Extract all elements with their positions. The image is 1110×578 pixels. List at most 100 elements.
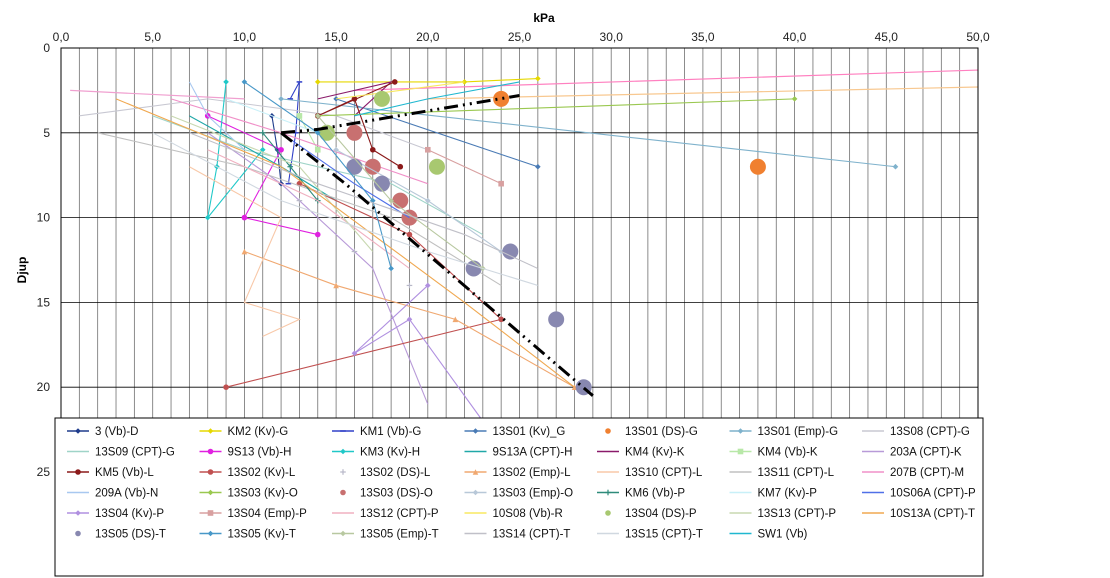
- series: [204, 79, 266, 221]
- data-point: [425, 146, 431, 153]
- legend-label: KM3 (Kv)-H: [360, 447, 420, 459]
- data-point: [75, 469, 81, 475]
- series: [280, 132, 410, 219]
- data-point: [207, 530, 214, 537]
- data-point: [259, 130, 266, 136]
- legend-item: 13S12 (CPT)-P: [332, 508, 439, 520]
- series-line: [287, 81, 300, 184]
- legend-label: KM1 (Vb)-G: [360, 426, 421, 438]
- legend-item: 13S10 (CPT)-L: [597, 467, 703, 479]
- data-point: [75, 530, 81, 537]
- legend-item: 13S02 (Emp)-L: [464, 467, 571, 479]
- data-point: [207, 469, 214, 475]
- data-point: [373, 175, 390, 192]
- series: [188, 81, 245, 151]
- data-point: [314, 113, 321, 119]
- data-point: [605, 489, 611, 496]
- series-line: [225, 183, 503, 388]
- legend-item: 13S08 (CPT)-G: [862, 426, 970, 438]
- x-tick-label: 50,0: [966, 30, 990, 44]
- data-point: [493, 90, 510, 107]
- legend-item: 13S01 (Emp)-G: [729, 426, 838, 438]
- series-line: [79, 98, 428, 151]
- data-point: [388, 265, 394, 272]
- data-point: [207, 510, 214, 516]
- data-point: [452, 316, 459, 323]
- data-point: [351, 96, 358, 102]
- x-tick-label: 35,0: [691, 30, 715, 44]
- series-line: [281, 98, 896, 168]
- data-point: [605, 428, 611, 434]
- legend-label: KM4 (Kv)-K: [625, 447, 685, 459]
- legend-item: KM4 (Vb)-K: [729, 447, 818, 459]
- series: [259, 130, 321, 204]
- legend-label: 13S08 (CPT)-G: [890, 426, 970, 438]
- data-point: [373, 90, 390, 107]
- legend-label: 13S02 (DS)-L: [360, 467, 431, 479]
- legend-label: 203A (CPT)-K: [890, 447, 962, 459]
- data-point: [498, 316, 504, 323]
- series: [354, 81, 520, 117]
- data-point: [465, 260, 482, 277]
- x-tick-label: 45,0: [875, 30, 899, 44]
- series: [204, 113, 321, 238]
- x-axis-title: kPa: [533, 11, 555, 25]
- data-point: [791, 96, 798, 102]
- series-line: [354, 69, 979, 91]
- data-point: [892, 163, 899, 170]
- legend-label: 10S08 (Vb)-R: [493, 508, 563, 520]
- legend-label: 9S13 (Vb)-H: [228, 447, 292, 459]
- legend-item: SW1 (Vb): [729, 529, 808, 541]
- legend-label: SW1 (Vb): [758, 529, 808, 541]
- legend-label: 13S02 (Kv)-L: [228, 467, 296, 479]
- data-point: [397, 163, 404, 170]
- series-line: [97, 132, 502, 286]
- data-point: [472, 428, 479, 434]
- data-point: [406, 231, 413, 238]
- grid: [61, 48, 978, 472]
- data-point: [737, 448, 744, 455]
- data-point: [502, 243, 519, 260]
- data-point: [391, 79, 398, 85]
- series-line: [427, 149, 502, 185]
- series: [333, 96, 541, 170]
- legend-label: 13S13 (CPT)-P: [758, 508, 837, 520]
- legend-item: 13S01 (Kv)_G: [464, 426, 565, 438]
- legend-label: 9S13A (CPT)-H: [493, 447, 573, 459]
- legend-label: 13S03 (Emp)-O: [493, 488, 574, 500]
- series-line: [207, 132, 429, 405]
- data-point: [535, 75, 541, 82]
- legend-item: 207B (CPT)-M: [862, 467, 964, 479]
- legend-item: 13S11 (CPT)-L: [729, 467, 835, 479]
- legend-item: 10S06A (CPT)-P: [862, 488, 976, 500]
- series: [207, 149, 410, 269]
- series-line: [170, 115, 374, 252]
- data-point: [287, 163, 294, 170]
- series: [336, 81, 465, 100]
- legend-label: 13S04 (Emp)-P: [228, 508, 308, 520]
- legend-item: 13S15 (CPT)-T: [597, 529, 703, 541]
- legend-item: 13S02 (Kv)-L: [199, 467, 296, 479]
- legend-label: 207B (CPT)-M: [890, 467, 964, 479]
- data-point: [333, 96, 339, 102]
- legend-label: 10S13A (CPT)-T: [890, 508, 975, 520]
- trend-line: [280, 131, 594, 397]
- series: [493, 90, 766, 175]
- series: [314, 79, 404, 170]
- legend-item: 13S04 (DS)-P: [605, 508, 697, 520]
- y-tick-label: 5: [43, 126, 50, 140]
- data-point: [340, 530, 346, 537]
- y-tick-label: 20: [37, 380, 51, 394]
- legend-label: 13S04 (Kv)-P: [95, 508, 164, 520]
- data-point: [472, 489, 479, 496]
- data-point: [605, 510, 611, 516]
- data-point: [351, 248, 358, 255]
- legend-item: 13S04 (Kv)-P: [67, 508, 164, 520]
- series-line: [335, 98, 539, 168]
- legend-label: 209A (Vb)-N: [95, 488, 158, 500]
- legend-label: 3 (Vb)-D: [95, 426, 138, 438]
- data-point: [425, 197, 431, 204]
- data-point: [223, 79, 229, 85]
- data-point: [369, 146, 376, 153]
